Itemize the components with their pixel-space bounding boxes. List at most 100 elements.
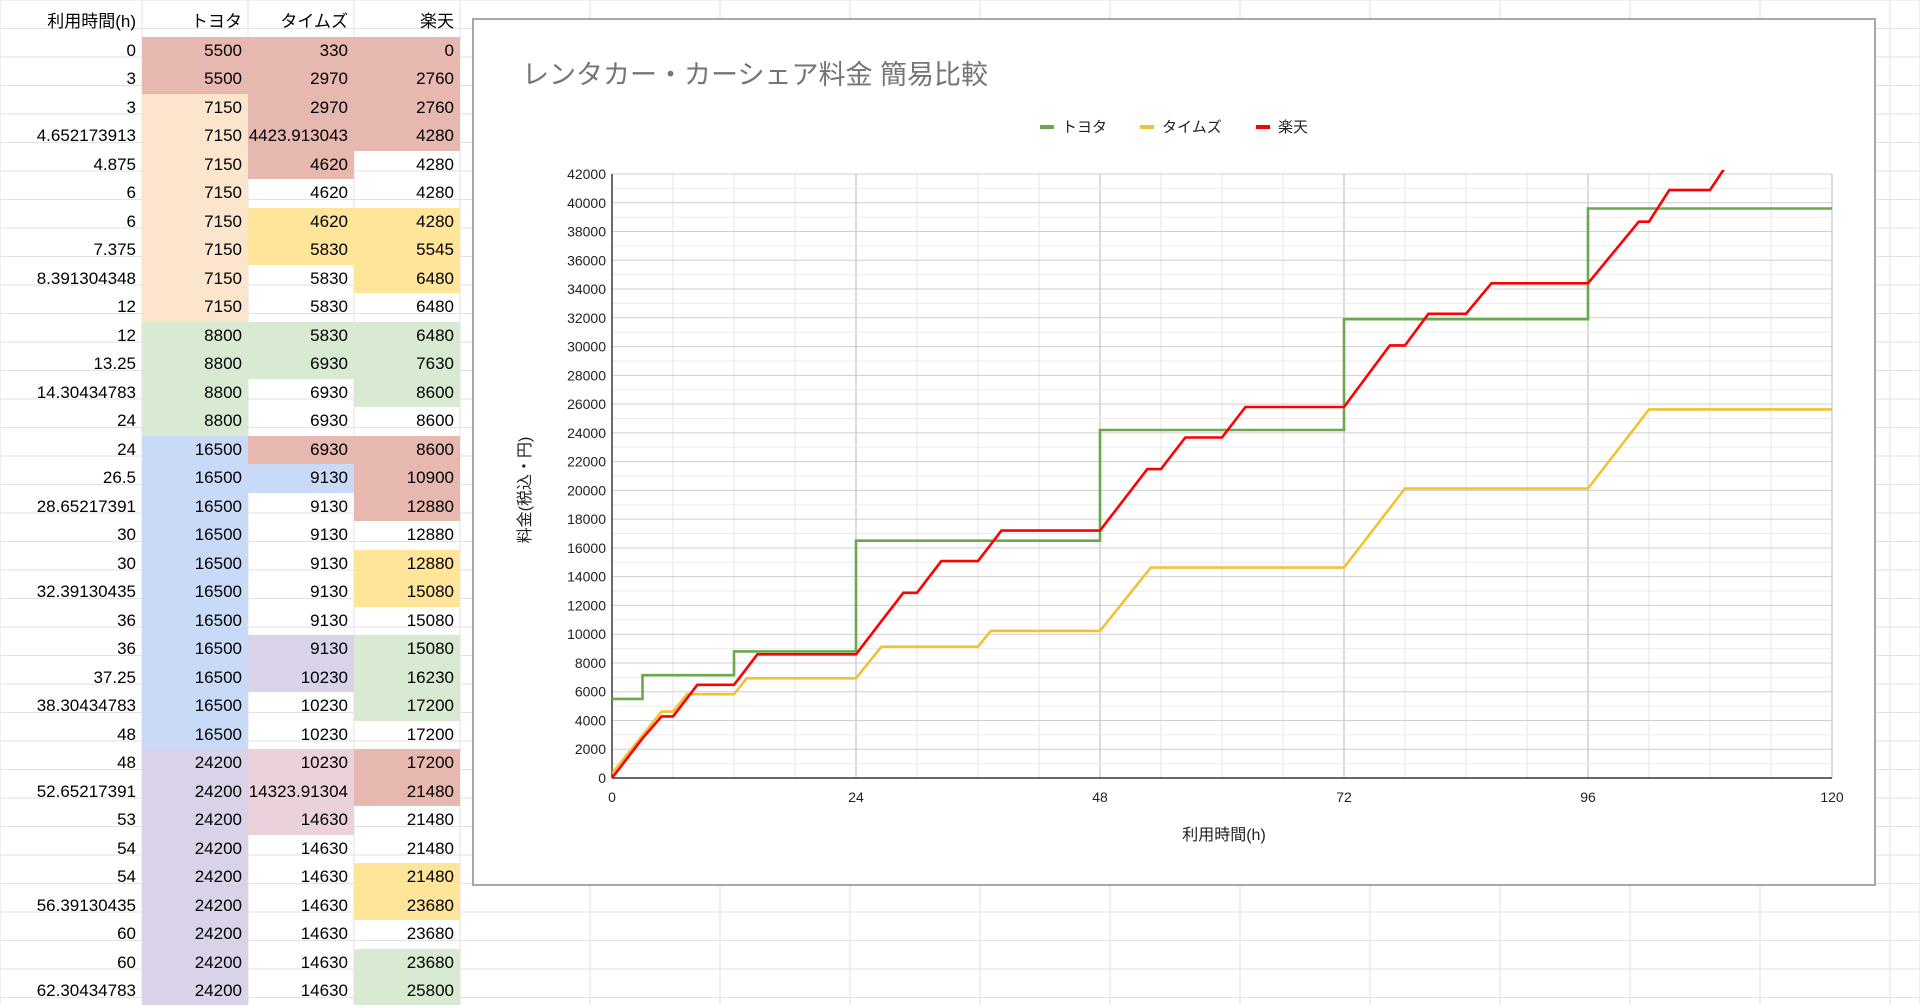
table-cell[interactable]: 0 bbox=[354, 36, 460, 65]
table-cell[interactable]: 24200 bbox=[142, 891, 248, 920]
table-cell[interactable]: 7150 bbox=[142, 179, 248, 208]
table-cell[interactable]: 48 bbox=[117, 753, 136, 772]
table-cell[interactable]: 16500 bbox=[142, 435, 248, 464]
table-cell[interactable]: 30 bbox=[117, 525, 136, 544]
table-cell[interactable]: 2760 bbox=[354, 93, 460, 122]
table-cell[interactable]: 14630 bbox=[248, 806, 354, 835]
table-cell[interactable]: 5830 bbox=[310, 297, 348, 316]
table-cell[interactable]: 17200 bbox=[354, 749, 460, 778]
table-cell[interactable]: 6 bbox=[126, 183, 136, 202]
table-cell[interactable]: 16500 bbox=[142, 663, 248, 692]
column-header[interactable]: 楽天 bbox=[420, 12, 454, 31]
table-cell[interactable]: 36 bbox=[117, 639, 136, 658]
table-cell[interactable]: 8800 bbox=[142, 321, 248, 350]
table-cell[interactable]: 14630 bbox=[300, 952, 348, 972]
table-cell[interactable]: 12880 bbox=[354, 492, 460, 521]
table-cell[interactable]: 16500 bbox=[142, 578, 248, 607]
table-cell[interactable]: 14630 bbox=[300, 981, 348, 1000]
table-cell[interactable]: 7150 bbox=[142, 236, 248, 265]
table-cell[interactable]: 56.39130435 bbox=[36, 895, 136, 915]
table-cell[interactable]: 9130 bbox=[310, 610, 348, 630]
table-cell[interactable]: 10230 bbox=[300, 724, 348, 744]
table-cell[interactable]: 16500 bbox=[142, 464, 248, 493]
table-cell[interactable]: 5545 bbox=[354, 236, 460, 265]
table-cell[interactable]: 10230 bbox=[248, 749, 354, 778]
table-cell[interactable]: 28.65217391 bbox=[36, 496, 136, 516]
table-cell[interactable]: 12880 bbox=[354, 549, 460, 578]
table-cell[interactable]: 6 bbox=[126, 211, 136, 231]
table-cell[interactable]: 8.391304348 bbox=[36, 268, 136, 288]
table-cell[interactable]: 16500 bbox=[142, 606, 248, 635]
table-cell[interactable]: 6930 bbox=[248, 435, 354, 464]
table-cell[interactable]: 24200 bbox=[142, 948, 248, 977]
table-cell[interactable]: 60 bbox=[117, 952, 136, 972]
table-cell[interactable]: 10900 bbox=[354, 464, 460, 493]
table-cell[interactable]: 14630 bbox=[300, 895, 348, 915]
table-cell[interactable]: 4280 bbox=[416, 183, 454, 202]
table-cell[interactable]: 21480 bbox=[354, 863, 460, 892]
table-cell[interactable]: 9130 bbox=[248, 635, 354, 664]
table-cell[interactable]: 6930 bbox=[248, 350, 354, 379]
table-cell[interactable]: 21480 bbox=[406, 810, 454, 829]
table-cell[interactable]: 7150 bbox=[142, 293, 248, 322]
table-cell[interactable]: 5830 bbox=[310, 268, 348, 288]
table-cell[interactable]: 5830 bbox=[248, 236, 354, 265]
table-cell[interactable]: 32.39130435 bbox=[36, 582, 136, 601]
table-cell[interactable]: 12880 bbox=[406, 525, 454, 544]
table-cell[interactable]: 13.25 bbox=[93, 354, 136, 373]
table-cell[interactable]: 4280 bbox=[354, 207, 460, 236]
table-cell[interactable]: 54 bbox=[117, 867, 136, 886]
table-cell[interactable]: 9130 bbox=[310, 553, 348, 573]
table-cell[interactable]: 15080 bbox=[354, 635, 460, 664]
table-cell[interactable]: 24 bbox=[117, 411, 136, 430]
table-cell[interactable]: 24 bbox=[117, 439, 136, 459]
table-cell[interactable]: 14323.91304 bbox=[248, 777, 354, 806]
table-cell[interactable]: 9130 bbox=[310, 496, 348, 516]
table-cell[interactable]: 8800 bbox=[142, 350, 248, 379]
table-cell[interactable]: 54 bbox=[117, 838, 136, 858]
table-cell[interactable]: 21480 bbox=[354, 777, 460, 806]
table-cell[interactable]: 8600 bbox=[416, 411, 454, 430]
table-cell[interactable]: 330 bbox=[248, 36, 354, 65]
table-cell[interactable]: 38.30434783 bbox=[36, 696, 136, 715]
table-cell[interactable]: 12 bbox=[117, 325, 136, 345]
line-chart[interactable]: レンタカー・カーシェア料金 簡易比較 トヨタ タイムズ 楽天 0 2000 4000 60… bbox=[474, 20, 1878, 888]
table-cell[interactable]: 6480 bbox=[416, 297, 454, 316]
table-cell[interactable]: 2970 bbox=[248, 65, 354, 94]
table-cell[interactable]: 16500 bbox=[142, 720, 248, 749]
table-cell[interactable]: 48 bbox=[117, 724, 136, 744]
table-cell[interactable]: 5500 bbox=[142, 36, 248, 65]
table-cell[interactable]: 5830 bbox=[248, 321, 354, 350]
table-cell[interactable]: 36 bbox=[117, 610, 136, 630]
table-cell[interactable]: 2760 bbox=[354, 65, 460, 94]
table-cell[interactable]: 24200 bbox=[142, 806, 248, 835]
table-cell[interactable]: 7630 bbox=[354, 350, 460, 379]
table-cell[interactable]: 4620 bbox=[248, 150, 354, 179]
table-cell[interactable]: 17200 bbox=[354, 692, 460, 721]
table-cell[interactable]: 0 bbox=[126, 40, 136, 60]
table-cell[interactable]: 6930 bbox=[310, 411, 348, 430]
table-cell[interactable]: 4.652173913 bbox=[36, 126, 136, 145]
table-cell[interactable]: 6480 bbox=[354, 264, 460, 293]
table-cell[interactable]: 4620 bbox=[248, 207, 354, 236]
table-cell[interactable]: 12 bbox=[117, 297, 136, 316]
table-cell[interactable]: 14630 bbox=[300, 838, 348, 858]
table-cell[interactable]: 2970 bbox=[248, 93, 354, 122]
table-cell[interactable]: 7150 bbox=[142, 122, 248, 151]
table-cell[interactable]: 24200 bbox=[142, 834, 248, 863]
table-cell[interactable]: 4280 bbox=[416, 154, 454, 174]
table-cell[interactable]: 23680 bbox=[354, 891, 460, 920]
table-cell[interactable]: 15080 bbox=[354, 578, 460, 607]
table-cell[interactable]: 15080 bbox=[406, 610, 454, 630]
table-cell[interactable]: 17200 bbox=[406, 724, 454, 744]
table-cell[interactable]: 4620 bbox=[310, 183, 348, 202]
table-cell[interactable]: 37.25 bbox=[93, 667, 136, 687]
table-cell[interactable]: 24200 bbox=[142, 749, 248, 778]
table-cell[interactable]: 7150 bbox=[142, 207, 248, 236]
table-cell[interactable]: 9130 bbox=[248, 464, 354, 493]
chart-panel[interactable]: レンタカー・カーシェア料金 簡易比較 トヨタ タイムズ 楽天 0 2000 4000 60… bbox=[472, 18, 1876, 886]
table-cell[interactable]: 24200 bbox=[142, 920, 248, 949]
table-cell[interactable]: 8600 bbox=[354, 378, 460, 407]
table-cell[interactable]: 8800 bbox=[142, 378, 248, 407]
table-cell[interactable]: 7150 bbox=[142, 150, 248, 179]
